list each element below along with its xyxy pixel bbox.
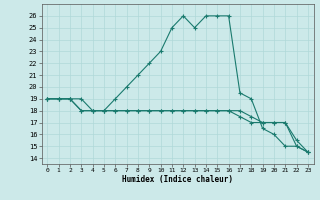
X-axis label: Humidex (Indice chaleur): Humidex (Indice chaleur) — [122, 175, 233, 184]
